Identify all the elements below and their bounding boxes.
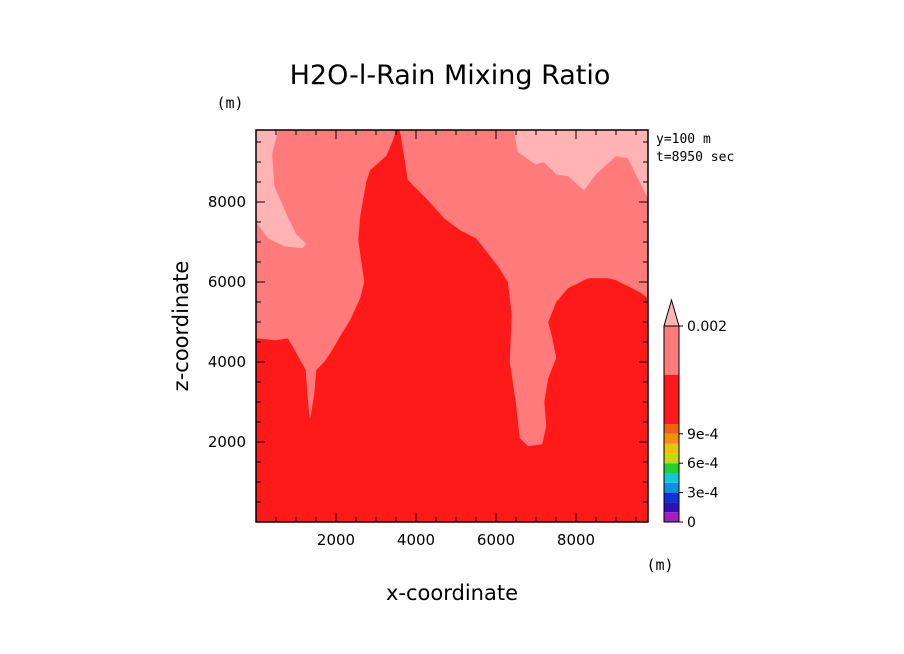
y-axis-title: z-coordinate [169,261,193,392]
annotation-y-position: y=100 m [656,132,711,147]
contour-region-4 [513,129,649,199]
colorbar-bin [664,492,679,503]
colorbar-bin [664,443,679,454]
colorbar-label: 0.002 [687,319,727,335]
y-tick-label: 2000 [208,433,246,451]
contour-region-2 [399,129,649,447]
x-tick-label: 4000 [397,531,435,549]
x-tick-label: 6000 [477,531,515,549]
colorbar-label: 9e-4 [687,427,719,443]
colorbar-label: 6e-4 [687,456,719,472]
colorbar-bin [664,463,679,473]
contour-region-1 [255,129,397,419]
y-tick-label: 8000 [208,193,246,211]
colorbar-labels: 0.002 9e-4 6e-4 3e-4 0 [679,319,727,531]
x-axis-title: x-coordinate [386,581,518,605]
colorbar-frame [663,325,680,523]
axis-ticks [256,130,648,522]
chart-title: H2O-l-Rain Mixing Ratio [290,60,611,91]
tick-labels: 2000 4000 6000 8000 2000 4000 6000 8000 [208,193,595,549]
colorbar-bin [664,473,679,483]
colorbar-bin [664,502,679,513]
colorbar-label: 3e-4 [687,486,719,502]
colorbar-bin [664,433,679,444]
colorbar-bin [664,512,679,522]
colorbar-bin [664,375,679,424]
contour-field [255,129,649,523]
y-tick-label: 4000 [208,353,246,371]
x-tick-label: 8000 [557,531,595,549]
colorbar-label: 0 [687,515,696,531]
y-unit-label: (m) [216,94,243,112]
x-tick-label: 2000 [317,531,355,549]
x-unit-label: (m) [646,556,673,574]
colorbar-bin [664,326,679,375]
plot-frame [255,129,649,523]
colorbar-bin [664,424,679,434]
colorbar [663,298,680,523]
y-tick-label: 6000 [208,273,246,291]
contour-region-3 [255,129,307,249]
colorbar-extension-arrow [663,298,680,327]
colorbar-bin [664,453,679,464]
colorbar-bin [664,482,679,493]
annotation-time: t=8950 sec [656,150,734,165]
